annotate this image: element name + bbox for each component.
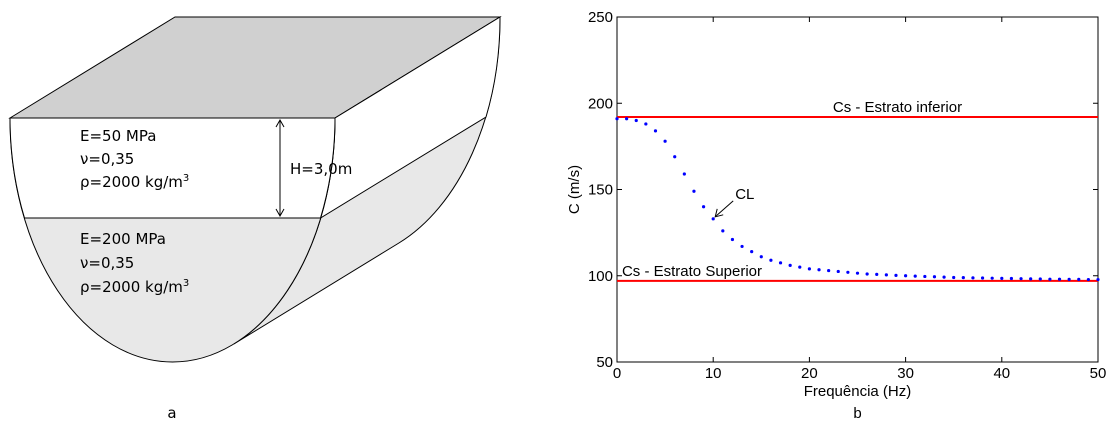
annotation-arrow	[715, 200, 734, 217]
plot-frame	[616, 16, 1099, 363]
data-point	[711, 217, 715, 221]
y-tick-label: 200	[588, 95, 613, 112]
data-point	[1067, 277, 1071, 281]
data-point	[721, 229, 725, 233]
layer-text: ρ=2000 kg/m	[80, 173, 183, 191]
data-point	[1057, 277, 1062, 281]
data-point	[663, 139, 667, 143]
data-point	[932, 275, 937, 279]
data-point	[980, 276, 985, 280]
data-point	[798, 265, 802, 269]
layer-text: E=50 MPa	[80, 127, 156, 145]
data-point	[923, 274, 927, 279]
y-tick-label: 150	[588, 182, 613, 199]
y-axis-label: C (m/s)	[566, 165, 583, 214]
data-point	[836, 269, 840, 274]
data-point	[673, 155, 677, 159]
x-tick-label: 0	[613, 365, 621, 382]
data-point	[701, 205, 706, 209]
data-point	[952, 275, 956, 280]
data-point	[1000, 276, 1004, 280]
data-point	[750, 250, 754, 254]
data-point	[1086, 277, 1090, 282]
data-point	[913, 274, 917, 278]
data-point	[778, 261, 783, 265]
data-point	[759, 255, 763, 259]
x-tick-label: 20	[801, 365, 818, 382]
data-point	[740, 244, 744, 249]
data-point	[653, 129, 658, 133]
y-tick-label: 100	[588, 268, 613, 285]
data-point	[875, 272, 879, 276]
front-upper-layer	[9, 117, 336, 219]
panel-label: a	[167, 404, 176, 422]
data-point	[807, 267, 812, 271]
chart: 0 10 20 30 40 50 50 100 150 200 250 Frequência (Hz)…	[566, 9, 1106, 422]
arrow-head	[275, 118, 285, 128]
data-point	[634, 118, 638, 123]
layer-text: E=200 MPa	[80, 230, 166, 248]
layer-text: ν=0,35	[80, 254, 134, 272]
data-point	[692, 189, 696, 193]
data-point	[884, 273, 888, 277]
data-point	[1029, 277, 1033, 281]
data-point	[971, 276, 975, 280]
data-point	[769, 258, 773, 262]
data-point	[904, 274, 908, 278]
layer-text: ν=0,35	[80, 150, 134, 168]
data-point	[865, 272, 869, 276]
annotation-arrow-head	[714, 208, 724, 218]
data-point	[644, 122, 648, 126]
layer-text: ρ=2000 kg/m3	[80, 173, 189, 191]
x-axis-label: Frequência (Hz)	[804, 383, 912, 400]
y-tick-label: 250	[588, 9, 613, 26]
series-label: Cs - Estrato inferior	[833, 99, 962, 116]
data-point	[942, 275, 946, 279]
layer-text: ρ=2000 kg/m3	[80, 278, 189, 296]
x-tick-label: 10	[705, 365, 722, 382]
data-point	[846, 270, 850, 274]
data-point	[1096, 277, 1100, 282]
data-point	[855, 271, 860, 275]
data-point	[1009, 276, 1014, 281]
data-point	[682, 172, 686, 176]
x-tick-label: 40	[993, 365, 1010, 382]
panel-label: b	[853, 405, 861, 422]
data-point	[788, 263, 792, 267]
arrow-head	[275, 208, 285, 218]
data-point	[1038, 277, 1042, 281]
data-point	[894, 273, 898, 278]
data-point	[990, 276, 994, 280]
thickness-label: H=3,0m	[290, 160, 352, 178]
data-point	[730, 237, 735, 242]
superscript: 3	[183, 173, 189, 184]
superscript: 3	[183, 278, 189, 289]
layer-text: ρ=2000 kg/m	[80, 278, 183, 296]
x-tick-label: 30	[897, 365, 914, 382]
layered-soil-diagram: H=3,0m E=50 MPa ν=0,35 ρ=2000 kg/m3 E=20…	[8, 16, 502, 422]
y-tick-label: 50	[596, 354, 613, 371]
data-point	[615, 117, 619, 121]
data-point	[1019, 277, 1023, 281]
data-point	[625, 117, 629, 121]
x-tick-label: 50	[1090, 365, 1107, 382]
data-point	[961, 276, 965, 280]
series-label: CL	[735, 186, 754, 203]
data-point	[827, 268, 831, 273]
data-point	[817, 268, 821, 272]
data-point	[1077, 277, 1081, 281]
data-point	[1048, 277, 1052, 281]
series-label: Cs - Estrato Superior	[622, 263, 762, 280]
